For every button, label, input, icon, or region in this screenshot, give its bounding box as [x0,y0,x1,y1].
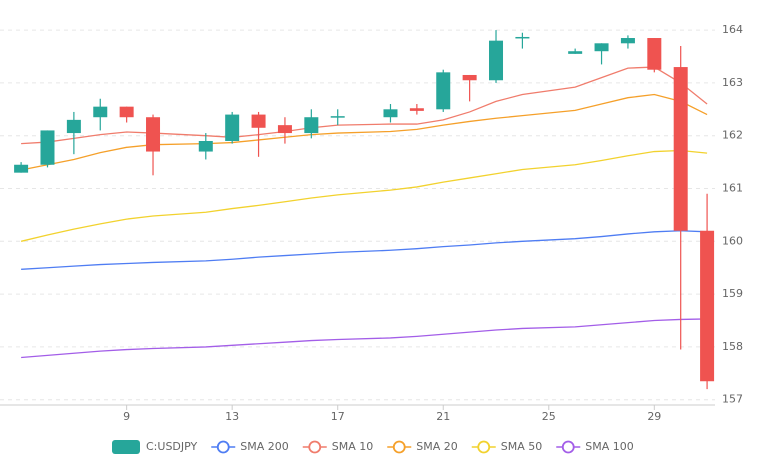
legend-marker [308,440,322,454]
y-tick-label: 162 [722,129,743,142]
y-tick-label: 159 [722,287,743,300]
y-tick-label: 161 [722,182,743,195]
sma-line [21,66,708,145]
candle-body [40,130,55,165]
legend-marker [561,440,575,454]
candle-body [93,106,108,118]
candle-body [14,164,29,173]
candle-body [66,119,81,134]
candle-body [462,74,477,81]
sma-line [21,318,708,359]
candle-body [304,117,319,134]
y-tick-label: 164 [722,23,743,36]
candle-body [409,108,424,111]
candle-body [198,140,213,152]
candle-body [568,51,583,54]
y-tick-label: 160 [722,234,743,247]
y-tick-label: 163 [722,76,743,89]
candle-body [383,109,398,118]
candle-body [277,125,292,134]
legend-label: SMA 20 [416,440,458,453]
y-tick-label: 158 [722,340,743,353]
legend-label: C:USDJPY [146,440,198,453]
sma-line [21,230,708,270]
sma-line [20,93,708,171]
legend-label: SMA 200 [240,440,289,453]
candle-body [119,106,134,118]
legend-marker [216,440,230,454]
x-tick-label: 25 [542,410,556,423]
candle-body [225,114,240,141]
candle-body [330,116,345,118]
legend-marker [477,440,491,454]
candle-body [515,36,530,39]
candle-body [647,38,662,70]
x-tick-label: 17 [331,410,345,423]
x-tick-label: 9 [123,410,130,423]
candle-body [251,114,266,128]
candle-body [594,43,609,52]
legend-label: SMA 50 [501,440,543,453]
candle-body [620,38,635,44]
x-tick-label: 29 [647,410,661,423]
x-tick-label: 21 [436,410,450,423]
y-tick-label: 157 [722,393,743,406]
legend-label: SMA 100 [585,440,634,453]
candle-body [700,230,715,382]
candle-body [489,40,504,81]
candle-body [146,117,161,152]
candle-body [436,72,451,110]
sma-line [20,149,708,242]
legend-marker [392,440,406,454]
legend-swatch [112,440,140,454]
x-tick-label: 13 [225,410,239,423]
legend-label: SMA 10 [332,440,374,453]
candle-body [673,67,688,231]
